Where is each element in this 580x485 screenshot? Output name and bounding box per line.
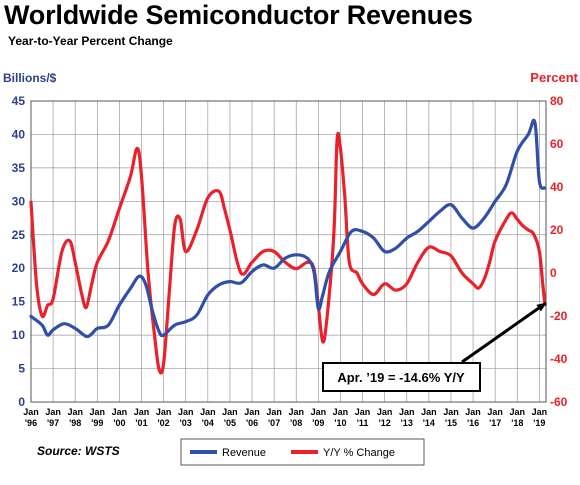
annotation-arrow bbox=[461, 301, 547, 364]
x-tick-label-month: Jan bbox=[266, 407, 282, 417]
x-tick-label-year: '09 bbox=[312, 418, 324, 428]
x-tick-label-month: Jan bbox=[487, 407, 503, 417]
legend-yoy-label: Y/Y % Change bbox=[323, 447, 395, 459]
legend: Revenue Y/Y % Change bbox=[180, 438, 425, 466]
plot-area-frame bbox=[30, 100, 547, 403]
x-tick-label-month: Jan bbox=[156, 407, 172, 417]
x-tick-label-year: '06 bbox=[246, 418, 258, 428]
right-tick-label: 0 bbox=[550, 266, 557, 280]
x-axis-ticks: Jan'96Jan'97Jan'98Jan'99Jan'00Jan'01Jan'… bbox=[23, 407, 547, 428]
source-note: Source: WSTS bbox=[37, 444, 120, 458]
left-tick-label: 45 bbox=[12, 94, 26, 108]
x-tick-label-month: Jan bbox=[134, 407, 150, 417]
x-tick-label-month: Jan bbox=[112, 407, 128, 417]
chart-title: Worldwide Semiconductor Revenues bbox=[4, 0, 473, 30]
annotation-callout: Apr. ’19 = -14.6% Y/Y bbox=[322, 301, 547, 392]
right-tick-label: -20 bbox=[550, 309, 568, 323]
left-axis-label: Billions/$ bbox=[3, 71, 57, 85]
series-layer bbox=[29, 118, 547, 375]
x-tick-label-month: Jan bbox=[532, 407, 548, 417]
x-tick-label-year: '16 bbox=[467, 418, 479, 428]
right-tick-label: 60 bbox=[550, 137, 564, 151]
x-tick-label-year: '10 bbox=[334, 418, 346, 428]
right-tick-label: 40 bbox=[550, 180, 564, 194]
x-tick-label-month: Jan bbox=[311, 407, 327, 417]
x-tick-label-month: Jan bbox=[465, 407, 481, 417]
left-tick-label: 0 bbox=[18, 395, 25, 409]
x-tick-label-year: '97 bbox=[47, 418, 59, 428]
x-tick-label-month: Jan bbox=[399, 407, 415, 417]
x-tick-label-year: '14 bbox=[423, 418, 435, 428]
left-tick-label: 30 bbox=[12, 194, 26, 208]
x-tick-label-month: Jan bbox=[222, 407, 238, 417]
x-tick-label-year: '19 bbox=[533, 418, 545, 428]
left-tick-label: 15 bbox=[12, 295, 26, 309]
x-tick-label-month: Jan bbox=[288, 407, 304, 417]
x-tick-label-year: '99 bbox=[91, 418, 103, 428]
x-tick-label-year: '12 bbox=[379, 418, 391, 428]
x-tick-label-month: Jan bbox=[333, 407, 349, 417]
left-tick-label: 40 bbox=[12, 127, 26, 141]
x-tick-label-year: '96 bbox=[25, 418, 37, 428]
right-tick-label: 80 bbox=[550, 94, 564, 108]
right-tick-label: -40 bbox=[550, 352, 568, 366]
annotation-box bbox=[322, 362, 481, 392]
x-tick-label-year: '98 bbox=[69, 418, 81, 428]
right-axis-label: Percent bbox=[530, 70, 578, 85]
left-axis-ticks: 0 5 10 15 20 25 30 35 40 45 bbox=[12, 94, 26, 409]
x-tick-label-month: Jan bbox=[355, 407, 371, 417]
x-tick-label-year: '01 bbox=[135, 418, 147, 428]
x-tick-label-month: Jan bbox=[178, 407, 194, 417]
x-tick-label-month: Jan bbox=[45, 407, 61, 417]
x-tick-label-year: '11 bbox=[357, 418, 369, 428]
revenue-line bbox=[29, 118, 547, 339]
left-tick-label: 10 bbox=[12, 328, 26, 342]
left-tick-label: 5 bbox=[18, 362, 25, 376]
x-tick-label-year: '17 bbox=[489, 418, 501, 428]
left-tick-label: 25 bbox=[12, 228, 26, 242]
x-tick-label-month: Jan bbox=[67, 407, 83, 417]
left-tick-label: 35 bbox=[12, 161, 26, 175]
right-tick-label: 20 bbox=[550, 223, 564, 237]
x-tick-label-year: '08 bbox=[290, 418, 302, 428]
x-tick-label-year: '05 bbox=[224, 418, 236, 428]
yoy-change-line bbox=[29, 131, 547, 375]
left-tick-label: 20 bbox=[12, 261, 26, 275]
x-tick-label-month: Jan bbox=[90, 407, 106, 417]
x-tick-label-month: Jan bbox=[421, 407, 437, 417]
x-tick-label-month: Jan bbox=[510, 407, 526, 417]
right-axis-ticks: -60 -40 -20 0 20 40 60 80 bbox=[550, 94, 568, 409]
x-tick-label-year: '00 bbox=[113, 418, 125, 428]
annotation-text: Apr. ’19 = -14.6% Y/Y bbox=[337, 370, 465, 385]
x-tick-label-month: Jan bbox=[23, 407, 39, 417]
x-tick-label-year: '18 bbox=[511, 418, 523, 428]
x-tick-label-year: '04 bbox=[202, 418, 214, 428]
x-tick-label-year: '13 bbox=[401, 418, 413, 428]
legend-revenue-label: Revenue bbox=[222, 447, 266, 459]
x-tick-label-month: Jan bbox=[200, 407, 216, 417]
x-tick-label-month: Jan bbox=[377, 407, 393, 417]
x-tick-label-year: '02 bbox=[158, 418, 170, 428]
x-tick-label-year: '03 bbox=[180, 418, 192, 428]
x-tick-label-month: Jan bbox=[244, 407, 260, 417]
x-tick-label-year: '15 bbox=[445, 418, 457, 428]
x-tick-label-year: '07 bbox=[268, 418, 280, 428]
chart-subtitle: Year-to-Year Percent Change bbox=[8, 34, 173, 48]
x-tick-label-month: Jan bbox=[443, 407, 459, 417]
right-tick-label: -60 bbox=[550, 395, 568, 409]
